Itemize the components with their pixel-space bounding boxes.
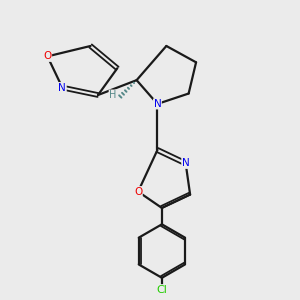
Text: Cl: Cl — [157, 285, 167, 295]
Text: O: O — [43, 51, 52, 62]
Text: H: H — [109, 90, 116, 100]
Text: O: O — [134, 187, 142, 196]
Text: N: N — [58, 82, 66, 93]
Text: N: N — [154, 99, 161, 109]
Text: N: N — [182, 158, 190, 168]
